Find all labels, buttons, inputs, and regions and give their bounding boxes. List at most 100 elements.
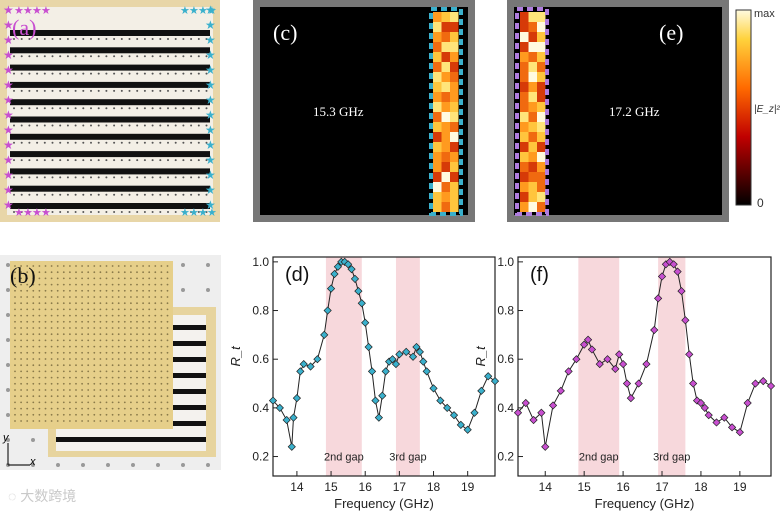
dot — [44, 314, 47, 317]
data-point — [615, 350, 624, 359]
dot — [62, 389, 65, 391]
dot — [36, 159, 39, 162]
dot — [75, 370, 77, 373]
dot — [143, 193, 146, 196]
dot — [117, 302, 120, 305]
dot — [74, 38, 77, 40]
dot — [159, 89, 162, 92]
star-magenta: ★ — [3, 138, 14, 152]
data-point — [587, 345, 597, 354]
field-cell — [441, 202, 450, 212]
sample-photo-a: ★★★★★★★★★★★★★★★★★★★★★★ ★★★★★★★★★★★★★★★★★… — [0, 0, 220, 222]
dot — [151, 211, 154, 213]
dot — [148, 308, 151, 311]
dot — [130, 420, 132, 422]
field-cell — [528, 112, 537, 122]
data-point — [541, 442, 550, 451]
data-point — [759, 377, 768, 386]
axis-label-x: x — [30, 456, 36, 468]
dot — [111, 302, 114, 305]
dot — [128, 107, 131, 110]
data-point — [415, 347, 424, 356]
data-point — [323, 306, 332, 315]
dot — [123, 376, 126, 379]
dot — [136, 302, 138, 305]
dot — [87, 364, 90, 367]
dot — [20, 141, 23, 144]
dot — [190, 141, 193, 144]
dot — [120, 124, 123, 127]
dot — [117, 358, 120, 360]
dot — [20, 72, 23, 75]
dot — [75, 351, 77, 354]
data-point — [361, 318, 370, 327]
field-cell — [528, 122, 537, 132]
dot — [38, 277, 41, 280]
dot — [99, 407, 102, 410]
dot — [66, 38, 69, 40]
dot — [13, 211, 15, 213]
dot — [136, 277, 138, 280]
dot — [143, 159, 146, 162]
field-cell — [450, 152, 459, 162]
dot — [62, 339, 65, 342]
field-cell — [441, 72, 450, 82]
dot — [205, 124, 208, 127]
dot — [69, 314, 71, 317]
dot — [14, 389, 16, 391]
dot — [154, 277, 157, 280]
peg-hole — [206, 288, 210, 292]
data-point — [350, 274, 360, 283]
dot — [130, 407, 132, 410]
dot — [32, 370, 35, 373]
dot — [160, 407, 163, 410]
field-map-c — [253, 0, 475, 222]
dot — [154, 339, 157, 342]
field-cell — [441, 172, 450, 182]
dot — [13, 107, 15, 110]
dot — [105, 159, 108, 162]
dot — [75, 302, 77, 305]
field-cell — [520, 52, 529, 62]
dot — [130, 333, 132, 336]
dot — [128, 124, 131, 127]
dot — [128, 38, 131, 40]
dot — [44, 358, 47, 360]
dot — [142, 333, 145, 336]
dot — [190, 55, 193, 58]
dot — [130, 339, 132, 342]
star-magenta: ★ — [3, 33, 14, 47]
dot — [50, 395, 53, 398]
dot — [205, 211, 208, 213]
dot — [20, 395, 22, 398]
stripe — [56, 437, 206, 442]
field-cell — [520, 142, 529, 152]
dot — [113, 159, 116, 162]
field-cell — [528, 132, 537, 142]
dot — [44, 333, 47, 336]
dot — [123, 327, 126, 329]
data-point — [669, 260, 678, 269]
dot — [59, 211, 62, 213]
dot — [160, 277, 163, 280]
dot — [111, 333, 114, 336]
data-point — [429, 384, 438, 393]
dot — [197, 159, 200, 162]
dot — [56, 271, 59, 274]
dot — [190, 38, 193, 40]
dot — [26, 265, 29, 267]
dot — [66, 89, 69, 92]
dot — [32, 277, 35, 280]
dot — [182, 55, 185, 58]
dot — [113, 211, 116, 213]
dot — [148, 376, 151, 379]
dot — [111, 376, 114, 379]
dot — [44, 339, 47, 342]
dot — [130, 308, 132, 311]
colorbar-max: max — [754, 8, 775, 20]
dot — [51, 159, 54, 162]
dot — [62, 345, 65, 348]
dot — [50, 289, 53, 292]
dot — [160, 333, 163, 336]
dot — [136, 389, 138, 391]
